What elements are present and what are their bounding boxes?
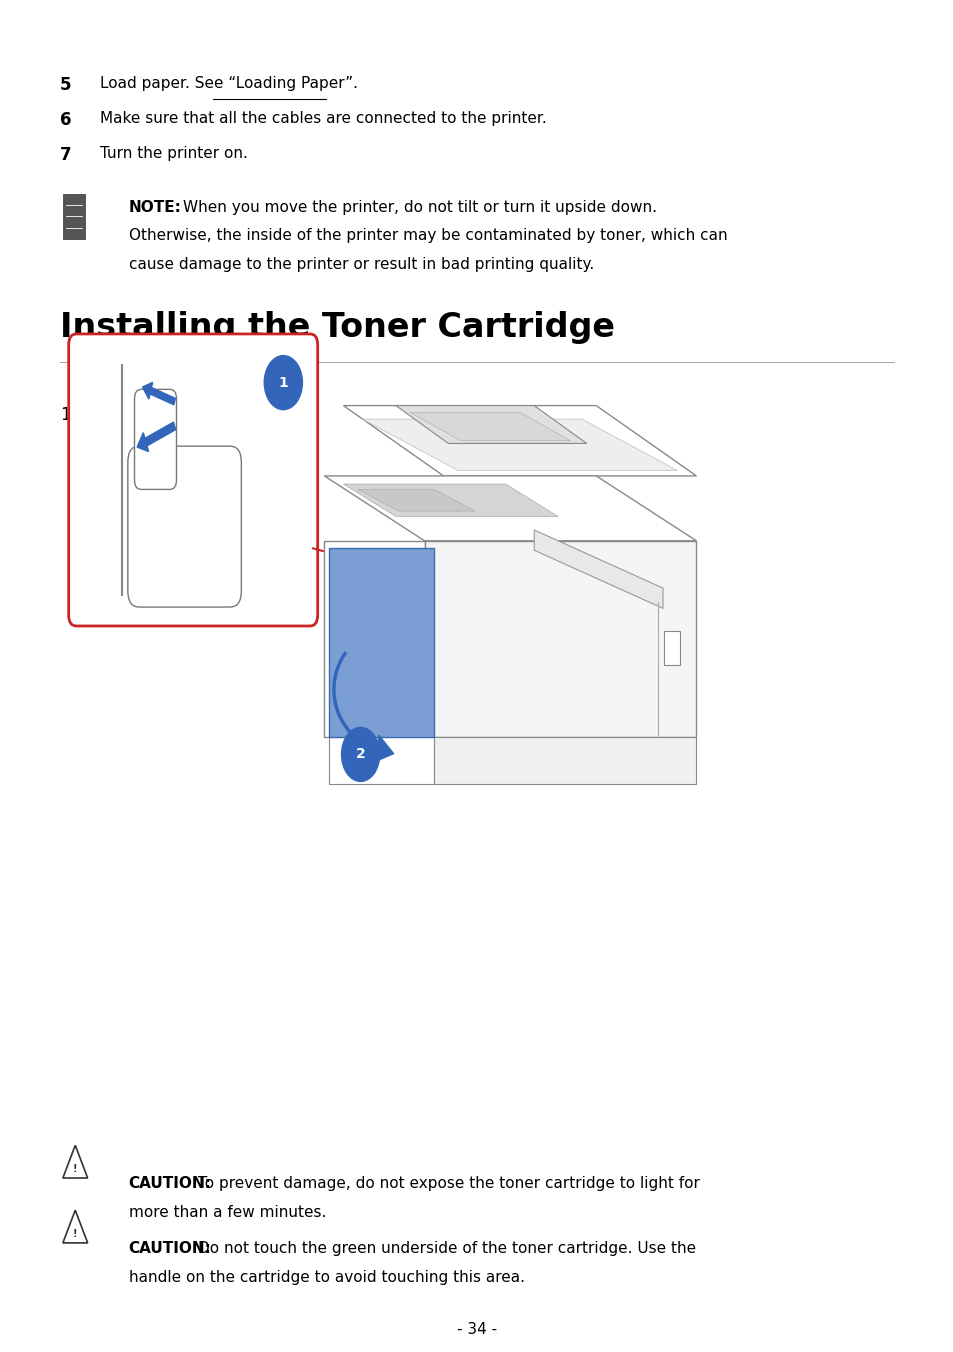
Polygon shape: [63, 1145, 88, 1178]
Text: CAUTION:: CAUTION:: [129, 1241, 212, 1256]
FancyBboxPatch shape: [134, 389, 176, 489]
Text: 5: 5: [60, 76, 71, 93]
Circle shape: [341, 727, 379, 781]
Polygon shape: [343, 406, 696, 476]
Polygon shape: [63, 1210, 88, 1242]
Text: Make sure that all the cables are connected to the printer.: Make sure that all the cables are connec…: [100, 111, 546, 126]
Polygon shape: [434, 737, 696, 784]
Text: To prevent damage, do not expose the toner cartridge to light for: To prevent damage, do not expose the ton…: [198, 1176, 700, 1191]
FancyArrow shape: [375, 735, 394, 761]
Text: Otherwise, the inside of the printer may be contaminated by toner, which can: Otherwise, the inside of the printer may…: [129, 228, 726, 243]
FancyArrow shape: [142, 383, 175, 404]
Text: !: !: [73, 1229, 77, 1240]
Polygon shape: [362, 419, 677, 470]
Text: - 34 -: - 34 -: [456, 1322, 497, 1337]
Text: Installing the Toner Cartridge: Installing the Toner Cartridge: [60, 311, 615, 343]
Text: 1: 1: [278, 376, 288, 389]
Polygon shape: [424, 541, 696, 737]
Circle shape: [264, 356, 302, 410]
Text: Turn the printer on.: Turn the printer on.: [100, 146, 248, 161]
Text: 2: 2: [355, 748, 365, 761]
Polygon shape: [329, 737, 434, 784]
Polygon shape: [343, 484, 558, 516]
Polygon shape: [324, 476, 696, 541]
Text: When you move the printer, do not tilt or turn it upside down.: When you move the printer, do not tilt o…: [183, 200, 657, 215]
Polygon shape: [324, 541, 424, 737]
Text: Do not touch the green underside of the toner cartridge. Use the: Do not touch the green underside of the …: [198, 1241, 696, 1256]
Text: NOTE:: NOTE:: [129, 200, 181, 215]
Text: 6: 6: [60, 111, 71, 128]
Text: Load paper. See “Loading Paper”.: Load paper. See “Loading Paper”.: [100, 76, 357, 91]
Text: !: !: [73, 1164, 77, 1175]
FancyBboxPatch shape: [63, 195, 85, 239]
FancyBboxPatch shape: [128, 446, 241, 607]
Text: handle on the cartridge to avoid touching this area.: handle on the cartridge to avoid touchin…: [129, 1270, 524, 1284]
Polygon shape: [410, 412, 570, 441]
Polygon shape: [357, 489, 475, 511]
Text: Open the front cover.: Open the front cover.: [100, 406, 263, 420]
Text: CAUTION:: CAUTION:: [129, 1176, 212, 1191]
Text: 7: 7: [60, 146, 71, 164]
Polygon shape: [395, 406, 586, 443]
FancyBboxPatch shape: [663, 631, 679, 665]
Polygon shape: [534, 530, 662, 608]
FancyBboxPatch shape: [69, 334, 317, 626]
FancyArrow shape: [137, 422, 175, 452]
Text: cause damage to the printer or result in bad printing quality.: cause damage to the printer or result in…: [129, 257, 594, 272]
Text: more than a few minutes.: more than a few minutes.: [129, 1205, 326, 1220]
Polygon shape: [329, 548, 434, 737]
Text: 1: 1: [60, 406, 71, 423]
